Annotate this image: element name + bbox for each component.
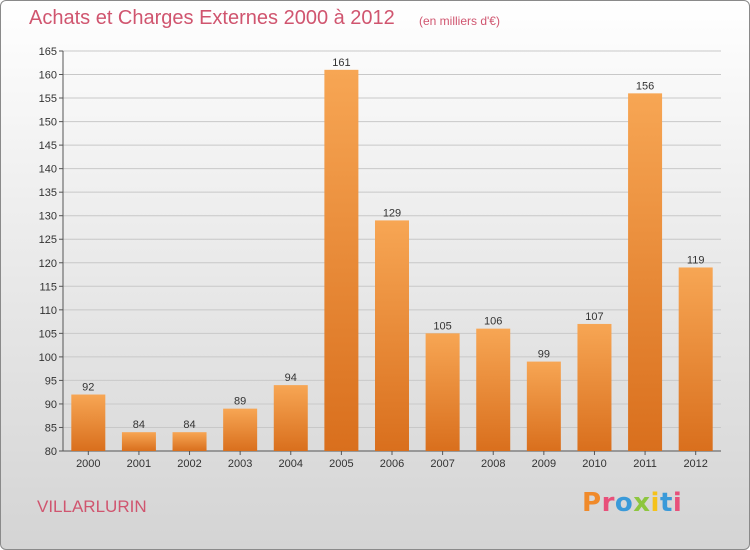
bar-2005 — [324, 69, 359, 451]
x-tick-label: 2003 — [228, 458, 252, 470]
chart-subtitle: (en milliers d'€) — [419, 14, 500, 28]
y-tick-label: 160 — [39, 70, 57, 82]
logo-letter: i — [650, 488, 660, 518]
bar-2000 — [71, 394, 106, 451]
bar-2003 — [223, 408, 258, 451]
data-label-2003: 89 — [234, 396, 246, 408]
bar-2006 — [375, 220, 409, 451]
y-tick-label: 155 — [39, 93, 57, 105]
logo-letter: o — [614, 488, 634, 518]
proxiti-logo[interactable]: Proxiti — [582, 488, 682, 518]
x-tick-label: 2002 — [177, 458, 201, 470]
y-tick-label: 125 — [39, 234, 57, 246]
bar-2011 — [628, 93, 663, 452]
y-tick-label: 120 — [39, 258, 57, 270]
labels: 80 85 90 95 100 105 110 115 120 125 130 135 140 145 15… — [39, 46, 708, 470]
y-tick-label: 100 — [39, 352, 57, 364]
x-tick-label: 2006 — [380, 458, 404, 470]
x-tick-label: 2009 — [532, 458, 556, 470]
bar-2007 — [425, 333, 460, 451]
data-label-2007: 105 — [433, 320, 451, 332]
y-tick-label: 95 — [45, 375, 57, 387]
data-label-2011: 156 — [636, 80, 654, 92]
data-label-2008: 106 — [484, 316, 502, 328]
data-label-2001: 84 — [133, 419, 145, 431]
x-tick-label: 2005 — [329, 458, 353, 470]
bar-2001 — [121, 432, 156, 451]
bars — [71, 69, 713, 452]
y-tick-label: 140 — [39, 164, 57, 176]
bar-2002 — [172, 432, 207, 451]
bar-2008 — [476, 328, 511, 451]
data-label-2002: 84 — [183, 419, 195, 431]
bar-2004 — [273, 385, 308, 451]
bar-2010 — [577, 323, 612, 451]
bar-2012 — [678, 267, 713, 451]
data-label-2004: 94 — [285, 372, 297, 384]
data-label-2005: 161 — [332, 57, 350, 69]
x-tick-label: 2007 — [430, 458, 454, 470]
y-tick-label: 105 — [39, 328, 57, 340]
x-tick-label: 2012 — [683, 458, 707, 470]
chart-title: Achats et Charges Externes 2000 à 2012 — [29, 7, 395, 29]
data-label-2000: 92 — [82, 382, 94, 394]
x-tick-label: 2001 — [127, 458, 151, 470]
logo-letter: P — [582, 488, 602, 518]
y-tick-label: 145 — [39, 140, 57, 152]
y-tick-label: 115 — [39, 281, 57, 293]
y-tick-label: 150 — [39, 117, 57, 129]
x-tick-label: 2004 — [279, 458, 303, 470]
x-tick-label: 2010 — [582, 458, 606, 470]
y-tick-label: 85 — [45, 422, 57, 434]
data-label-2006: 129 — [383, 207, 401, 219]
x-tick-label: 2008 — [481, 458, 505, 470]
data-label-2012: 119 — [687, 254, 705, 266]
logo-letter: r — [601, 488, 615, 518]
y-tick-label: 130 — [39, 211, 57, 223]
commune-name: VILLARLURIN — [37, 497, 147, 516]
data-label-2009: 99 — [538, 349, 550, 361]
y-tick-label: 165 — [39, 46, 57, 58]
logo-letter: i — [672, 488, 683, 518]
bar-2009 — [526, 361, 561, 451]
y-tick-label: 80 — [45, 446, 57, 458]
data-label-2010: 107 — [585, 311, 603, 323]
logo-letter: t — [659, 488, 673, 518]
logo-letter: x — [633, 488, 651, 518]
x-tick-label: 2011 — [633, 458, 657, 470]
y-tick-label: 110 — [39, 305, 57, 317]
x-tick-label: 2000 — [76, 458, 100, 470]
y-tick-label: 135 — [39, 187, 57, 199]
y-tick-label: 90 — [45, 399, 57, 411]
